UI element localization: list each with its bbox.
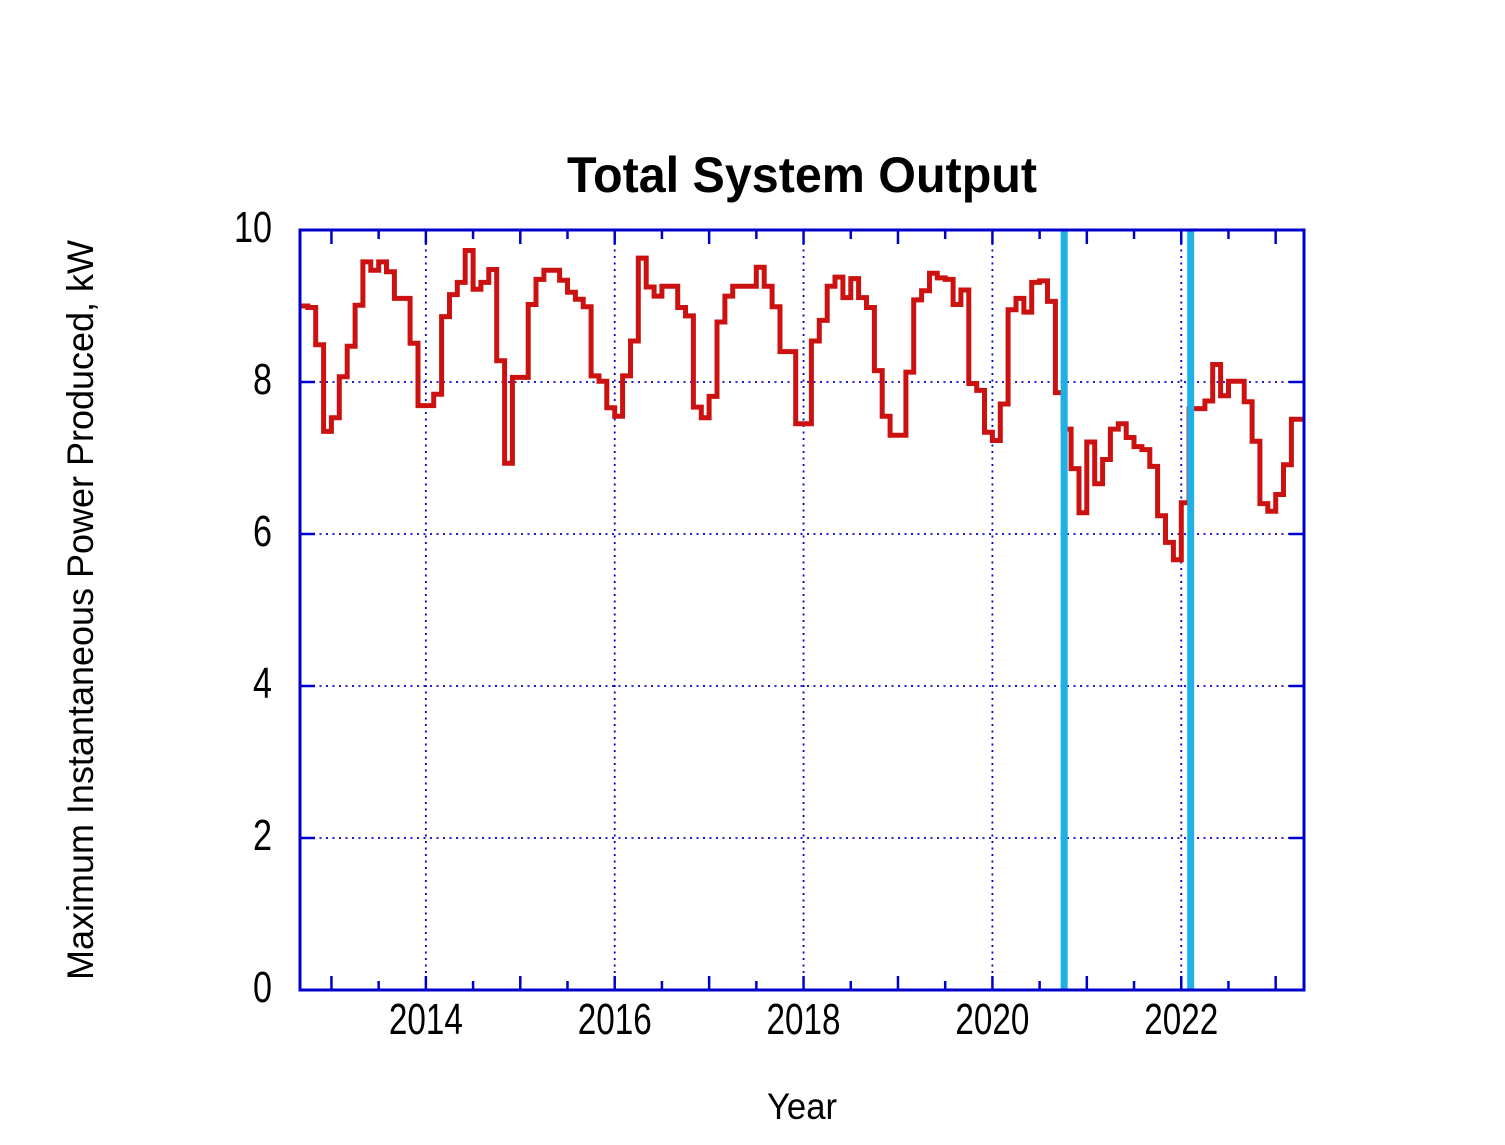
y-axis-label: Maximum Instantaneous Power Produced, kW [60,240,101,980]
y-tick-label-6: 6 [253,507,272,556]
x-tick-label-2016: 2016 [578,995,652,1044]
chart-title: Total System Output [567,147,1037,203]
x-tick-label-2014: 2014 [389,995,463,1044]
y-tick-label-2: 2 [253,811,272,860]
series-monthly-maximum-power [300,248,1304,563]
y-tick-label-4: 4 [253,659,272,708]
x-axis-label: Year [767,1086,837,1127]
plot-layer: 2014 2016 2018 2020 2022 0 2 4 6 8 10 [234,203,1304,1044]
x-tick-label-2018: 2018 [767,995,841,1044]
y-tick-label-10: 10 [234,203,272,252]
x-tick-label-2020: 2020 [955,995,1029,1044]
x-tick-label-2022: 2022 [1144,995,1218,1044]
y-tick-label-0: 0 [253,963,272,1012]
y-tick-label-8: 8 [253,355,272,404]
plot-frame [298,228,1306,992]
